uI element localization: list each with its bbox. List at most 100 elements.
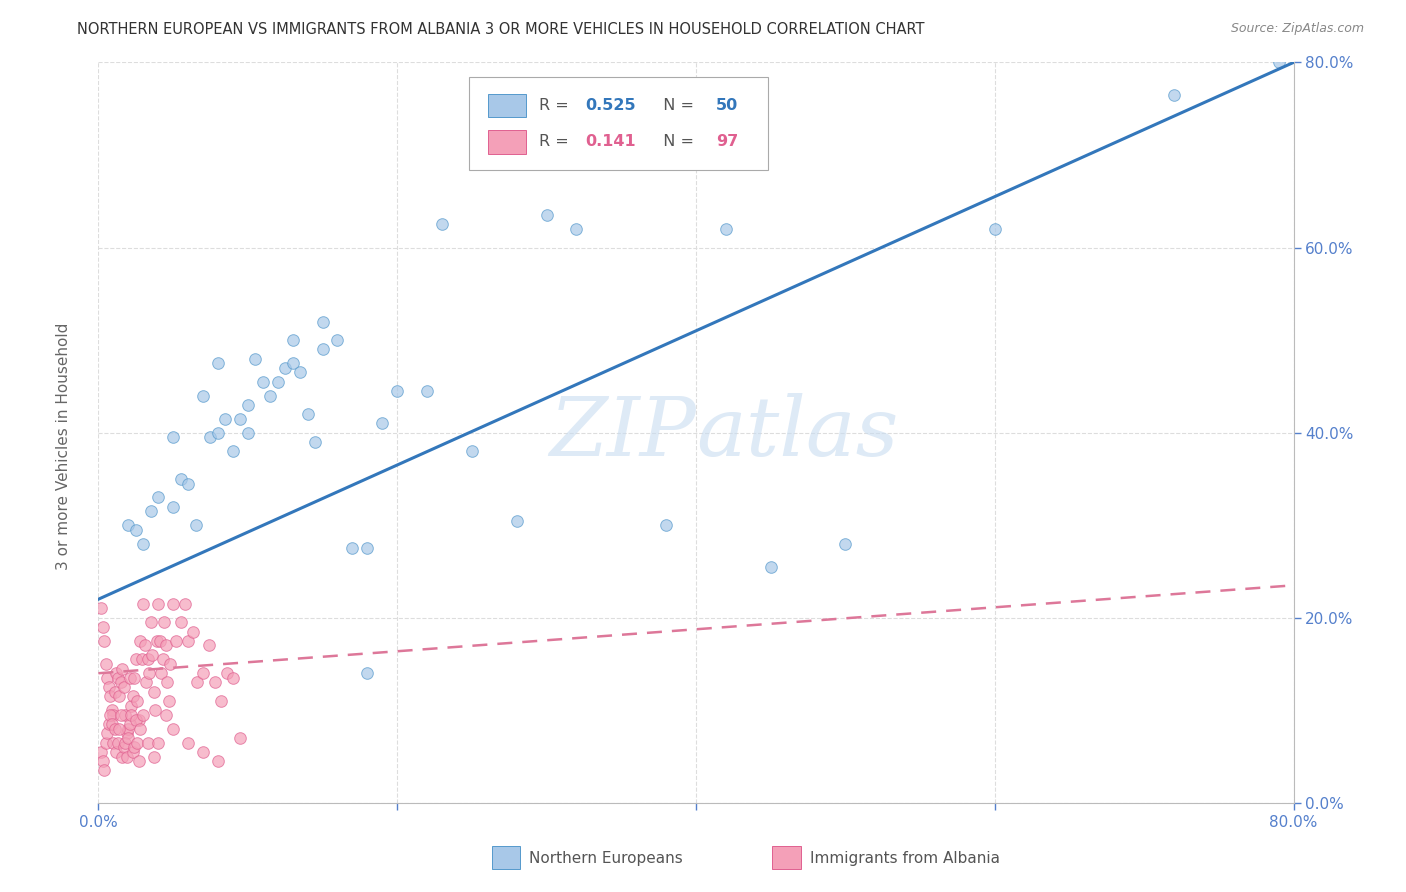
Point: [114, 707, 136, 722]
Point: [136, 652, 159, 666]
FancyBboxPatch shape: [492, 847, 520, 869]
Point: [430, 218, 453, 232]
Point: [91, 754, 114, 768]
Point: [169, 615, 191, 630]
Text: 50: 50: [716, 98, 738, 113]
Point: [129, 633, 152, 648]
Point: [121, 690, 143, 704]
Point: [371, 417, 394, 431]
Point: [281, 356, 304, 370]
Point: [118, 717, 141, 731]
Point: [142, 749, 165, 764]
Point: [108, 722, 131, 736]
Point: [229, 731, 252, 745]
Point: [112, 680, 135, 694]
Point: [98, 707, 122, 722]
Point: [259, 388, 281, 402]
Point: [105, 745, 128, 759]
Point: [177, 633, 200, 648]
Point: [506, 514, 529, 528]
Point: [1163, 87, 1185, 102]
Point: [96, 671, 118, 685]
Point: [90, 745, 112, 759]
Point: [125, 523, 148, 537]
Point: [1267, 55, 1289, 70]
Point: [311, 343, 333, 357]
Point: [209, 694, 232, 708]
Point: [131, 652, 153, 666]
Text: atlas: atlas: [696, 392, 898, 473]
Point: [145, 633, 167, 648]
Point: [252, 375, 274, 389]
Point: [281, 333, 304, 347]
Point: [311, 314, 333, 328]
Text: 0.141: 0.141: [585, 134, 636, 149]
Point: [159, 657, 181, 671]
Point: [222, 671, 245, 685]
Point: [759, 559, 782, 574]
Point: [186, 675, 208, 690]
Text: Immigrants from Albania: Immigrants from Albania: [810, 851, 1000, 866]
Text: ZIP: ZIP: [550, 392, 696, 473]
Point: [141, 648, 163, 662]
Point: [110, 675, 132, 690]
FancyBboxPatch shape: [488, 130, 526, 153]
Point: [288, 366, 311, 380]
Point: [117, 518, 139, 533]
Point: [169, 472, 191, 486]
Point: [148, 491, 170, 505]
Point: [110, 707, 132, 722]
Text: 0.525: 0.525: [585, 98, 636, 113]
Point: [93, 764, 115, 778]
Point: [356, 541, 378, 556]
Point: [155, 707, 177, 722]
Point: [128, 754, 150, 768]
Point: [124, 740, 146, 755]
Point: [112, 740, 135, 755]
Point: [153, 615, 176, 630]
Point: [385, 384, 409, 398]
Point: [139, 615, 162, 630]
Point: [297, 407, 319, 421]
Point: [103, 707, 125, 722]
Point: [139, 504, 162, 518]
Point: [148, 736, 170, 750]
Point: [111, 749, 134, 764]
Point: [236, 425, 259, 440]
Point: [107, 736, 129, 750]
Point: [98, 690, 122, 704]
Point: [136, 736, 159, 750]
Text: N =: N =: [652, 134, 699, 149]
Point: [138, 666, 160, 681]
Point: [115, 726, 138, 740]
Point: [834, 536, 856, 550]
Point: [274, 360, 297, 375]
Point: [177, 736, 200, 750]
Point: [97, 680, 120, 694]
Point: [129, 722, 152, 736]
Text: 97: 97: [716, 134, 738, 149]
Point: [117, 731, 139, 745]
Text: N =: N =: [652, 98, 699, 113]
Point: [461, 444, 484, 458]
Point: [93, 633, 115, 648]
Point: [565, 222, 588, 236]
Point: [121, 745, 143, 759]
Point: [94, 736, 117, 750]
Point: [104, 685, 127, 699]
Text: Northern Europeans: Northern Europeans: [529, 851, 682, 866]
Point: [162, 597, 184, 611]
Point: [162, 430, 184, 444]
Point: [155, 639, 177, 653]
Point: [416, 384, 439, 398]
Point: [114, 736, 136, 750]
Point: [984, 222, 1007, 236]
Point: [134, 639, 156, 653]
Point: [267, 375, 290, 389]
Point: [127, 694, 149, 708]
Point: [101, 717, 124, 731]
Point: [191, 388, 214, 402]
Point: [191, 745, 214, 759]
Point: [157, 694, 180, 708]
Point: [124, 671, 146, 685]
